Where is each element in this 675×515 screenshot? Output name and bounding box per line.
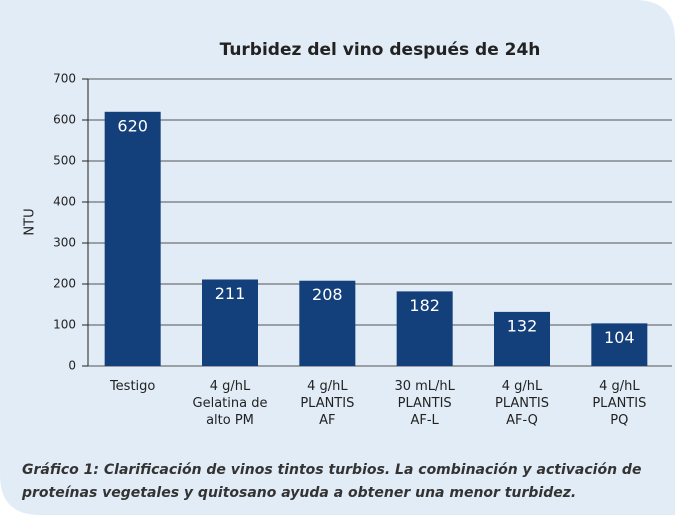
bar (494, 311, 550, 366)
x-tick-label: 30 mL/hL PLANTIS AF-L (394, 379, 455, 428)
y-tick-label: 0 (68, 359, 76, 373)
data-label: 182 (409, 296, 440, 315)
caption: proteínas vegetales y quitosano ayuda a … (21, 485, 576, 501)
x-tick-line: 4 g/hL (599, 379, 640, 394)
caption: Gráfico 1: Clarificación de vinos tintos… (22, 462, 641, 478)
bar (104, 111, 161, 366)
x-tick-line: PLANTIS (398, 396, 452, 411)
y-tick-label: 500 (53, 154, 76, 168)
x-tick-line: alto PM (206, 413, 254, 428)
x-tick-line: PLANTIS (300, 396, 354, 411)
x-tick-line: AF-Q (506, 413, 538, 428)
bar (396, 291, 453, 366)
x-tick-line: Gelatina de (193, 396, 268, 411)
x-tick-line: 4 g/hL (502, 379, 543, 394)
bar (299, 280, 356, 366)
y-tick-label: 100 (53, 318, 76, 332)
x-tick-line: PLANTIS (592, 396, 646, 411)
y-axis-label: NTU (23, 208, 38, 235)
x-tick-line: AF (319, 413, 335, 428)
data-label: 104 (604, 328, 635, 347)
bar (591, 323, 648, 366)
x-tick-line: PLANTIS (495, 396, 549, 411)
data-label: 132 (507, 316, 538, 335)
y-tick-label: 300 (53, 236, 76, 250)
data-label: 620 (117, 116, 148, 135)
y-tick-label: 200 (53, 277, 76, 291)
x-tick-line: 4 g/hL (307, 379, 348, 394)
x-tick-line: PQ (610, 413, 628, 428)
x-tick-label: 4 g/hL PLANTIS AF (300, 379, 354, 428)
x-tick-line: 4 g/hL (210, 379, 251, 394)
y-tick-label: 600 (53, 113, 76, 127)
x-tick-line: 30 mL/hL (394, 379, 455, 394)
x-tick-line: AF-L (411, 413, 440, 428)
y-tick-label: 700 (53, 72, 76, 86)
chart-title: Turbidez del vino después de 24h (220, 40, 541, 60)
data-label: 211 (215, 284, 246, 303)
data-label: 208 (312, 285, 343, 304)
x-tick-label: 4 g/hL PLANTIS PQ (592, 379, 646, 428)
x-tick-label: 4 g/hL PLANTIS AF-Q (495, 379, 549, 428)
x-tick-label: 4 g/hL Gelatina de alto PM (193, 379, 268, 428)
x-tick-label: Testigo (109, 379, 155, 394)
x-tick-line: Testigo (109, 379, 155, 394)
y-tick-label: 400 (53, 195, 76, 209)
bar (202, 279, 258, 366)
